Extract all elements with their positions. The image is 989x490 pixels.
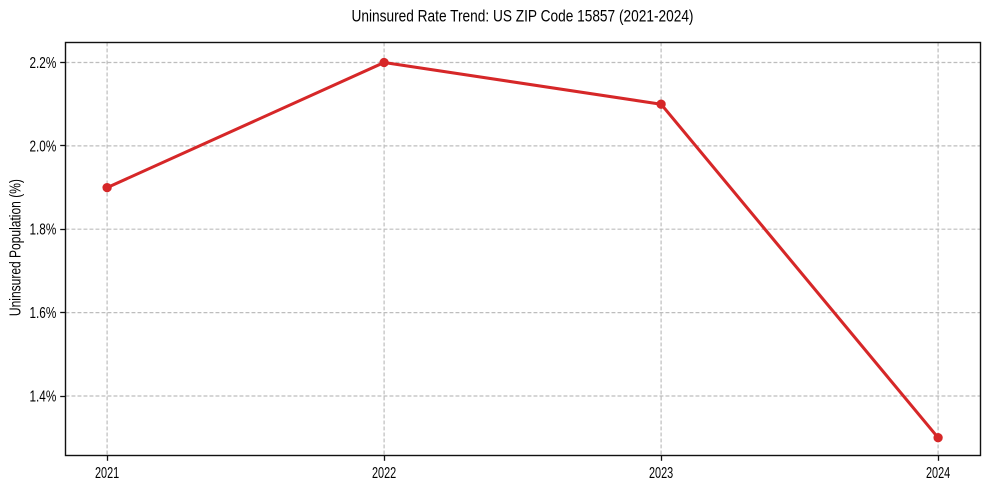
svg-text:1.6%: 1.6%: [30, 305, 57, 322]
svg-text:2.0%: 2.0%: [30, 138, 57, 155]
svg-text:1.4%: 1.4%: [30, 388, 57, 405]
svg-text:2024: 2024: [926, 465, 950, 482]
svg-text:Uninsured Population (%): Uninsured Population (%): [7, 179, 24, 316]
svg-text:Uninsured Rate Trend: US ZIP C: Uninsured Rate Trend: US ZIP Code 15857 …: [352, 7, 694, 26]
svg-text:2.2%: 2.2%: [30, 55, 57, 72]
svg-text:2022: 2022: [372, 465, 396, 482]
svg-text:1.8%: 1.8%: [30, 222, 57, 239]
svg-text:2021: 2021: [95, 465, 119, 482]
svg-text:2023: 2023: [649, 465, 673, 482]
